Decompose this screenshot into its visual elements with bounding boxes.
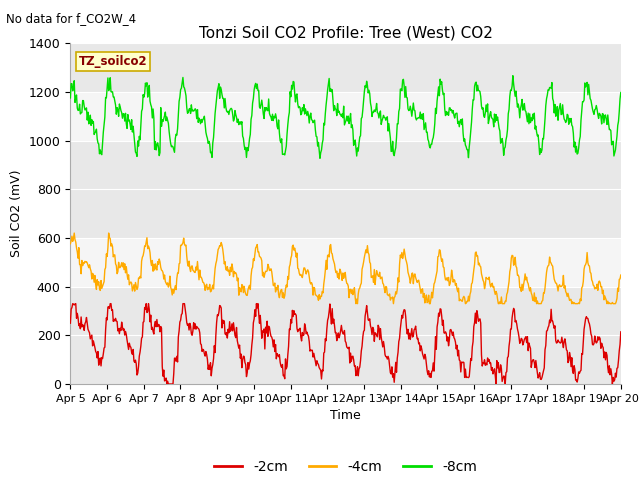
Bar [70, 238, 621, 287]
X-axis label: Time: Time [330, 409, 361, 422]
Text: TZ_soilco2: TZ_soilco2 [79, 55, 147, 68]
Text: No data for f_CO2W_4: No data for f_CO2W_4 [6, 12, 136, 25]
Legend: -2cm, -4cm, -8cm: -2cm, -4cm, -8cm [209, 454, 483, 480]
Title: Tonzi Soil CO2 Profile: Tree (West) CO2: Tonzi Soil CO2 Profile: Tree (West) CO2 [198, 25, 493, 41]
Y-axis label: Soil CO2 (mV): Soil CO2 (mV) [10, 170, 23, 257]
Bar [70, 92, 621, 141]
